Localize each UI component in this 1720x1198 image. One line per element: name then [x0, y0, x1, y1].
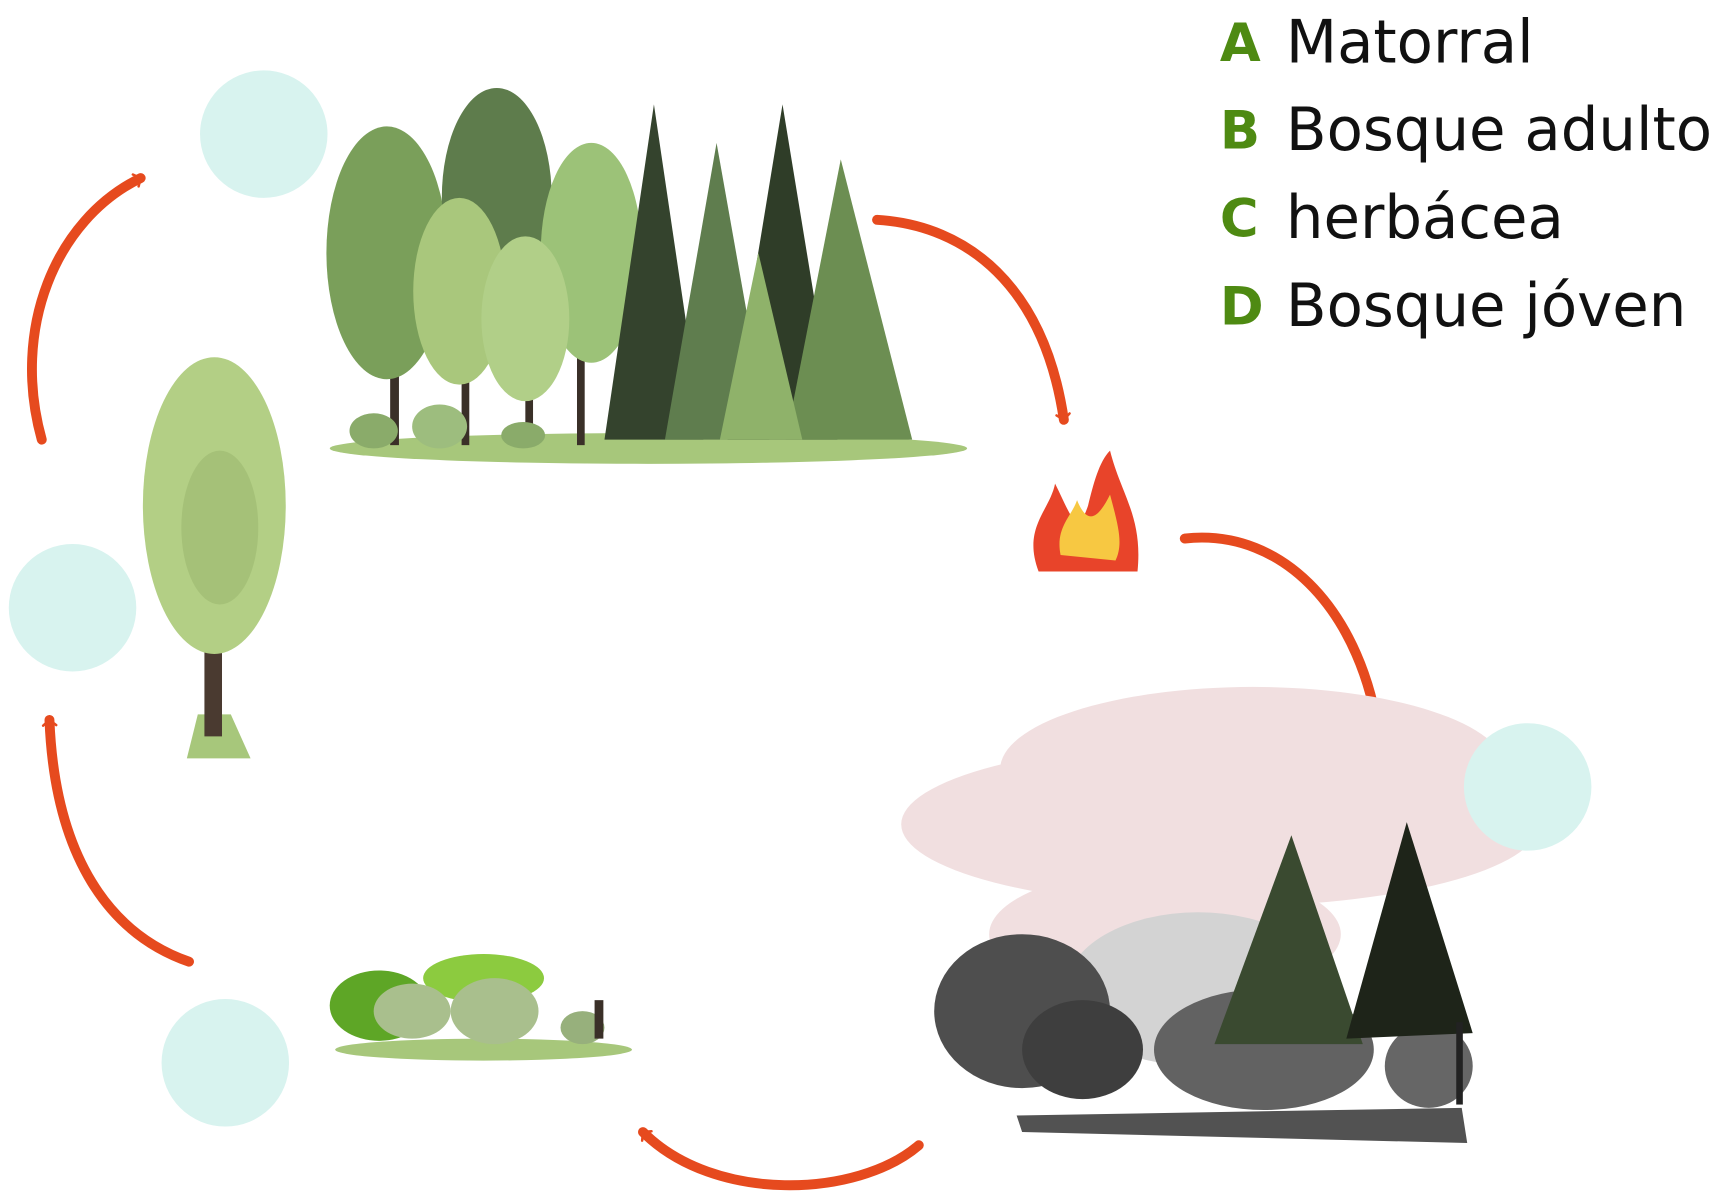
shrubland: [330, 954, 632, 1061]
legend-label: Bosque adulto: [1286, 95, 1712, 164]
arrow: [643, 1132, 919, 1185]
answer-spot: [162, 999, 289, 1126]
legend-letter: C: [1220, 189, 1259, 250]
answer-spot: [1464, 723, 1591, 850]
legend-label: Bosque jóven: [1286, 271, 1687, 340]
fire: [1033, 451, 1138, 572]
arrow: [877, 220, 1064, 420]
legend-letter: D: [1220, 277, 1264, 338]
young-tree: [143, 357, 286, 758]
mature-forest: [326, 88, 967, 464]
burnt-forest: [901, 687, 1538, 1143]
legend-letter: A: [1220, 13, 1261, 74]
arrow: [49, 720, 189, 962]
answer-spot: [9, 544, 136, 671]
answer-spot: [200, 70, 327, 197]
diagram: A Matorral B Bosque adulto C herbácea D …: [0, 0, 1720, 1198]
arrow: [32, 178, 141, 440]
legend: A Matorral B Bosque adulto C herbácea D …: [1220, 7, 1712, 340]
legend-label: Matorral: [1286, 7, 1534, 76]
legend-label: herbácea: [1286, 183, 1564, 252]
legend-letter: B: [1220, 101, 1260, 162]
